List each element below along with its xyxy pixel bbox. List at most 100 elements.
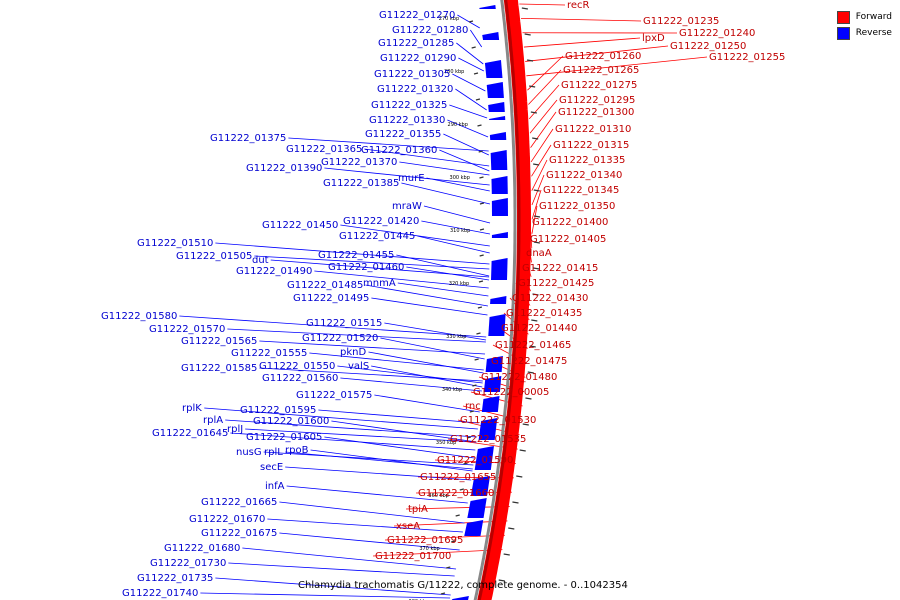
reverse-feature-label: mnmA <box>363 278 396 289</box>
forward-tick <box>508 527 515 530</box>
forward-leader-line <box>531 174 545 206</box>
forward-feature-label: G11222_01400 <box>532 217 608 228</box>
reverse-feature-label: G11222_01595 <box>240 405 316 416</box>
reverse-feature-label: mraW <box>392 201 422 212</box>
reverse-leader-line <box>318 409 479 424</box>
forward-feature-label: lpxD <box>642 33 665 44</box>
reverse-feature-label: G11222_01490 <box>236 266 312 277</box>
reverse-feature-arrow <box>467 498 487 518</box>
forward-leader-line <box>525 45 669 62</box>
reverse-feature-label: murE <box>398 173 425 184</box>
reverse-feature-label: infA <box>265 481 285 492</box>
feature-arrows <box>451 5 508 600</box>
reverse-leader-line <box>443 133 490 156</box>
forward-feature-label: G11222_01415 <box>522 263 598 274</box>
reverse-feature-label: G11222_01585 <box>181 363 257 374</box>
kbp-mark-label: 340 kbp <box>442 387 462 393</box>
forward-leader-line <box>523 37 641 48</box>
forward-tick <box>516 475 523 478</box>
forward-feature-label: G11222_01700 <box>375 551 451 562</box>
reverse-leader-line <box>417 235 490 254</box>
reverse-feature-arrow <box>464 520 484 536</box>
forward-swatch <box>836 10 850 24</box>
reverse-feature-label: G11222_01680 <box>164 543 240 554</box>
reverse-leader-line <box>439 149 490 172</box>
reverse-tick <box>479 176 484 179</box>
reverse-leader-line <box>230 432 476 451</box>
reverse-leader-line <box>455 88 487 111</box>
reverse-leader-line <box>365 284 489 307</box>
reverse-leader-line <box>397 282 489 297</box>
legend-reverse-label: Reverse <box>855 28 892 38</box>
reverse-feature-label: rpoB <box>285 445 309 456</box>
backbone-ring <box>473 0 531 600</box>
reverse-feature-arrow <box>491 232 508 238</box>
reverse-feature-label: G11222_01285 <box>378 38 454 49</box>
reverse-leader-line <box>337 365 483 384</box>
reverse-feature-label: G11222_01325 <box>371 100 447 111</box>
reverse-feature-label: G11222_01355 <box>365 129 441 140</box>
reverse-tick <box>459 488 464 491</box>
forward-feature-label: G11222_01430 <box>512 293 588 304</box>
reverse-feature-label: G11222_01740 <box>122 588 198 599</box>
reverse-feature-label: G11222_01570 <box>149 324 225 335</box>
reverse-feature-label: G11222_01280 <box>392 25 468 36</box>
reverse-feature-label: G11222_01445 <box>339 231 415 242</box>
reverse-leader-line <box>324 436 475 459</box>
reverse-feature-label: G11222_01270 <box>379 10 455 21</box>
reverse-feature-arrow <box>478 418 498 440</box>
reverse-feature-arrow <box>488 102 505 112</box>
reverse-leader-line <box>245 428 477 443</box>
reverse-feature-label: G11222_01370 <box>321 157 397 168</box>
reverse-feature-label: G11222_01320 <box>377 84 453 95</box>
reverse-feature-label: G11222_01375 <box>210 133 286 144</box>
reverse-leader-line <box>314 270 489 289</box>
reverse-tick <box>479 202 485 205</box>
reverse-feature-label: G11222_01560 <box>262 373 338 384</box>
reverse-leader-line <box>449 104 488 119</box>
reverse-tick <box>479 254 484 257</box>
reverse-leader-line <box>285 451 473 470</box>
reverse-feature-label: dut <box>252 255 269 266</box>
reverse-feature-label: G11222_01390 <box>246 163 322 174</box>
forward-leader-line <box>531 144 552 177</box>
reverse-leader-line <box>286 485 468 504</box>
forward-feature-label: G11222_01695 <box>387 535 463 546</box>
forward-feature-label: G11222_01405 <box>530 234 606 245</box>
kbp-mark-label: 310 kbp <box>450 228 470 234</box>
forward-feature-label: G11222_01340 <box>546 170 622 181</box>
reverse-feature-label: G11222_01460 <box>328 262 404 273</box>
reverse-tick <box>475 98 481 101</box>
forward-feature-label: G11222_01335 <box>549 155 625 166</box>
reverse-leader-line <box>179 315 487 338</box>
forward-feature-label: G11222_01435 <box>506 308 582 319</box>
reverse-tick <box>478 150 483 153</box>
forward-leader-line <box>531 205 538 234</box>
kbp-mark-label: 280 kbp <box>444 69 464 75</box>
forward-ring <box>477 0 531 600</box>
forward-feature-label: G11222_01530 <box>460 415 536 426</box>
reverse-tick <box>440 592 446 595</box>
reverse-leader-line <box>215 242 490 265</box>
reverse-feature-label: rplK <box>182 403 202 414</box>
forward-feature-label: G11222_01465 <box>495 340 571 351</box>
reverse-feature-label: G11222_01555 <box>231 348 307 359</box>
reverse-feature-label: G11222_01290 <box>380 53 456 64</box>
forward-tick <box>521 7 528 10</box>
reverse-feature-label: rplL <box>264 447 283 458</box>
kbp-marks: 270 kbp 280 kbp 290 kbp 300 kbp 310 kbp 320 k… <box>409 7 541 600</box>
reverse-tick <box>472 384 477 387</box>
reverse-feature-label: G11222_01665 <box>201 497 277 508</box>
forward-leader-line <box>527 55 564 91</box>
forward-leader-line <box>530 111 557 148</box>
kbp-mark-label: 300 kbp <box>450 175 470 181</box>
reverse-feature-label: G11222_01365 <box>286 144 362 155</box>
reverse-feature-label: pknD <box>340 347 366 358</box>
legend: Forward Reverse <box>836 9 892 41</box>
reverse-tick <box>451 540 456 543</box>
reverse-leader-line <box>371 297 488 316</box>
reverse-leader-line <box>227 328 486 343</box>
reverse-feature-label: G11222_01420 <box>343 216 419 227</box>
reverse-tick <box>479 228 485 231</box>
